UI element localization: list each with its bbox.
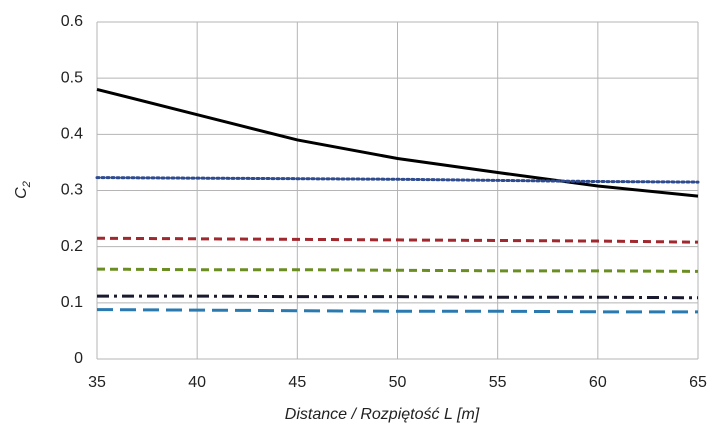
y-axis-label: C2 — [13, 181, 33, 199]
y-tick-label: 0.1 — [61, 294, 83, 311]
series-line — [97, 294, 699, 300]
y-tick-label: 0.4 — [61, 126, 83, 143]
x-tick-label: 50 — [389, 374, 407, 391]
y-axis-label-main: C — [13, 187, 30, 199]
series-line — [95, 176, 700, 184]
y-tick-label: 0.6 — [61, 13, 83, 30]
series-line — [96, 308, 698, 314]
series-line — [96, 236, 699, 244]
x-tick-label: 35 — [88, 374, 106, 391]
y-tick-label: 0.5 — [61, 69, 83, 86]
x-axis-label: Distance / Rozpiętość L [m] — [285, 406, 480, 423]
series-line — [96, 267, 699, 273]
y-tick-label: 0.3 — [61, 182, 83, 199]
y-tick-label: 0 — [74, 350, 83, 367]
x-tick-label: 40 — [188, 374, 206, 391]
series-line — [96, 87, 699, 198]
y-axis-label-subscript: 2 — [21, 181, 33, 188]
x-tick-label: 60 — [589, 374, 607, 391]
x-tick-label: 55 — [489, 374, 507, 391]
y-tick-label: 0.2 — [61, 238, 83, 255]
x-tick-label: 65 — [689, 374, 707, 391]
x-tick-label: 45 — [288, 374, 306, 391]
